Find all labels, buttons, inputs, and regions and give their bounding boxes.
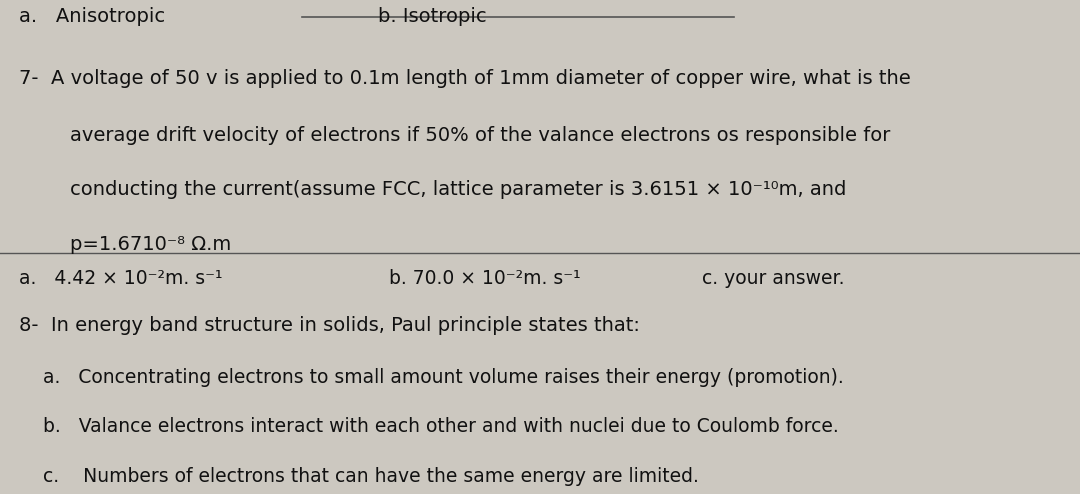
Text: p=1.6710⁻⁸ Ω.m: p=1.6710⁻⁸ Ω.m — [70, 235, 231, 253]
Text: a.   4.42 × 10⁻²m. s⁻¹: a. 4.42 × 10⁻²m. s⁻¹ — [19, 269, 222, 288]
Text: c.    Numbers of electrons that can have the same energy are limited.: c. Numbers of electrons that can have th… — [43, 467, 699, 486]
Text: a.   Concentrating electrons to small amount volume raises their energy (promoti: a. Concentrating electrons to small amou… — [43, 368, 843, 387]
Text: b. Isotropic: b. Isotropic — [378, 7, 487, 26]
Text: b. 70.0 × 10⁻²m. s⁻¹: b. 70.0 × 10⁻²m. s⁻¹ — [389, 269, 580, 288]
Text: a.   Anisotropic: a. Anisotropic — [19, 7, 165, 26]
Text: b.   Valance electrons interact with each other and with nuclei due to Coulomb f: b. Valance electrons interact with each … — [43, 417, 839, 436]
Text: c. your answer.: c. your answer. — [702, 269, 845, 288]
Text: average drift velocity of electrons if 50% of the valance electrons os responsib: average drift velocity of electrons if 5… — [70, 126, 891, 145]
Text: 8-  In energy band structure in solids, Paul principle states that:: 8- In energy band structure in solids, P… — [19, 316, 640, 335]
Text: 7-  A voltage of 50 v is applied to 0.1m length of 1mm diameter of copper wire, : 7- A voltage of 50 v is applied to 0.1m … — [19, 69, 912, 88]
Text: conducting the current(assume FCC, lattice parameter is 3.6151 × 10⁻¹⁰m, and: conducting the current(assume FCC, latti… — [70, 180, 847, 199]
